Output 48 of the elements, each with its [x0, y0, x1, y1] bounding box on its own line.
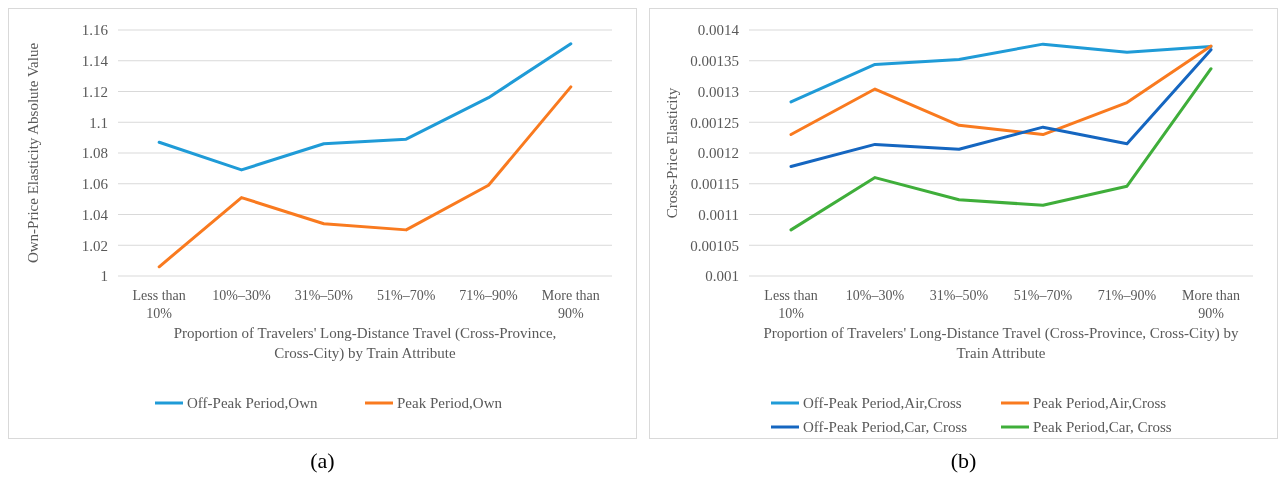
y-tick-label: 0.00125 — [690, 114, 739, 131]
x-axis-title: Proportion of Travelers' Long-Distance Travel (Cross-Province, Cross-City) by Train Attribute — [763, 325, 1240, 361]
x-tick-label: Less than 10% — [764, 288, 818, 321]
y-tick-label: 0.00105 — [690, 237, 739, 254]
y-tick-label: 0.00115 — [690, 176, 739, 192]
y-tick-label: 0.0012 — [697, 145, 739, 162]
legend-label: Peak Period,Air,Cross — [1033, 395, 1167, 412]
x-tick-label: 71%–90% — [459, 288, 518, 303]
x-tick-label: 31%–50% — [294, 288, 354, 303]
x-tick-label: 31%–50% — [929, 288, 989, 303]
y-tick-label: 1.12 — [81, 83, 108, 100]
y-tick-label: 1.02 — [81, 237, 108, 254]
text: (a) — [310, 448, 335, 473]
line-series — [789, 44, 1213, 137]
x-tick-label: 10%–30% — [845, 288, 905, 303]
y-tick-label: 1.1 — [89, 114, 108, 131]
y-tick-label: 1.04 — [81, 206, 109, 223]
x-axis-title: Proportion of Travelers' Long-Distance Travel (Cross-Province, Cross-City) by Train Attribute — [173, 325, 557, 362]
x-tick-label: 71%–90% — [1097, 288, 1157, 303]
line-series — [789, 67, 1213, 232]
legend-label: Peak Period,Car, Cross — [1033, 419, 1172, 436]
x-tick-label: More than 90% — [1182, 288, 1240, 321]
y-tick-label: 0.0014 — [697, 22, 740, 39]
legend-label: Off-Peak Period,Car, Cross — [803, 419, 968, 436]
y-tick-label: 1 — [100, 268, 108, 285]
x-tick-label: Less than 10% — [132, 288, 186, 321]
y-tick-label: 1.06 — [81, 176, 109, 192]
x-tick-label: 10%–30% — [212, 288, 271, 303]
y-tick-label: 1.16 — [81, 22, 109, 39]
line-series — [789, 42, 1213, 104]
y-axis-title: Cross-Price Elasticity — [664, 87, 680, 219]
x-tick-label: More than 90% — [541, 288, 600, 321]
y-tick-label: 1.14 — [81, 53, 109, 69]
line-series — [157, 42, 573, 172]
line-series — [789, 48, 1213, 169]
y-axis-title: Own-Price Elasticity Absolute Value — [25, 42, 41, 264]
legend-label: Off-Peak Period,Air,Cross — [803, 395, 962, 412]
y-tick-label: 1.08 — [81, 145, 108, 162]
y-tick-label: 0.001 — [705, 268, 739, 285]
legend-label: Off-Peak Period,Own — [187, 395, 319, 412]
text: (b) — [950, 448, 977, 473]
x-tick-label: 51%–70% — [377, 288, 436, 303]
x-tick-label: 51%–70% — [1013, 288, 1073, 303]
legend-label: Peak Period,Own — [397, 395, 503, 412]
line-series — [157, 85, 573, 269]
y-tick-label: 0.0013 — [697, 83, 739, 100]
y-tick-label: 0.0011 — [698, 206, 739, 223]
y-tick-label: 0.00135 — [690, 53, 739, 69]
